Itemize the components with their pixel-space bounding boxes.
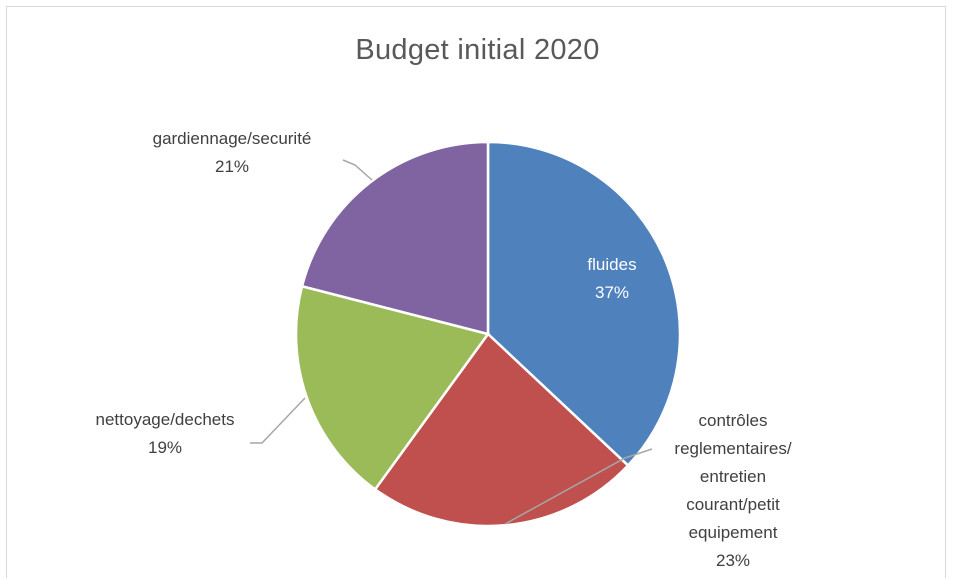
slice-fluides: [486, 140, 682, 468]
slice-controles: [373, 332, 630, 528]
slice-nettoyage: [294, 284, 491, 492]
label-fluides: fluides 37%: [587, 255, 636, 302]
label-controles: contrôles reglementaires/entretien courant…: [674, 411, 791, 570]
label-nettoyage: nettoyage/dechets 19%: [96, 410, 235, 457]
label-gardiennage: gardiennage/securité 21%: [153, 129, 312, 176]
leader-nettoyage: [250, 397, 306, 444]
slice-gardiennage: [300, 140, 490, 336]
leader-gardiennage: [342, 159, 373, 181]
leader-controles: [504, 448, 653, 525]
chart-title: Budget initial 2020: [355, 34, 600, 66]
